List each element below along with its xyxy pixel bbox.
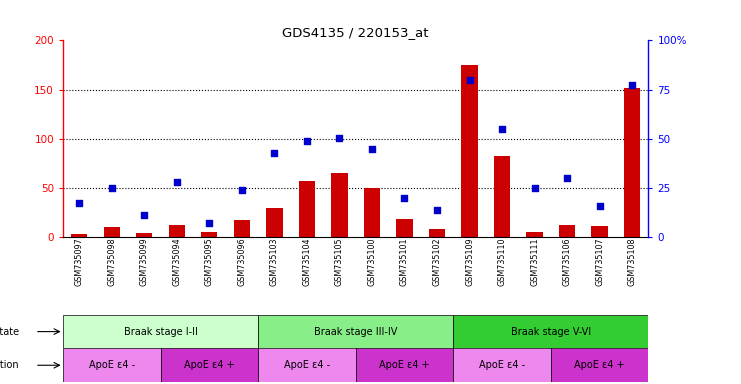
Text: ApoE ε4 +: ApoE ε4 + (574, 360, 625, 370)
Text: GSM735099: GSM735099 (140, 237, 149, 286)
Text: GSM735101: GSM735101 (400, 237, 409, 286)
Text: genotype/variation: genotype/variation (0, 360, 19, 370)
Point (301, 137, 313, 144)
Text: ApoE ε4 +: ApoE ε4 + (184, 360, 235, 370)
Bar (104, 227, 120, 237)
Point (626, 81, 638, 88)
Text: GSM735107: GSM735107 (595, 237, 604, 286)
Point (171, 179, 183, 185)
Bar (233, 220, 250, 237)
Bar (559, 225, 575, 237)
Text: GSM735102: GSM735102 (433, 237, 442, 286)
Point (73, 200, 85, 206)
Point (203, 220, 215, 227)
Text: GSM735110: GSM735110 (497, 237, 507, 286)
Text: GSM735105: GSM735105 (335, 237, 344, 286)
Point (268, 151, 280, 157)
Bar (551, 348, 648, 382)
Point (431, 207, 443, 213)
Bar (364, 188, 380, 237)
Text: GSM735095: GSM735095 (205, 237, 214, 286)
Point (236, 187, 247, 193)
Text: GSM735098: GSM735098 (107, 237, 116, 286)
Point (139, 212, 150, 218)
Point (464, 76, 476, 83)
Title: GDS4135 / 220153_at: GDS4135 / 220153_at (282, 26, 429, 39)
Bar (258, 348, 356, 382)
Bar (202, 232, 217, 237)
Text: GSM735104: GSM735104 (302, 237, 311, 286)
Point (333, 135, 345, 141)
Text: GSM735103: GSM735103 (270, 237, 279, 286)
Bar (299, 181, 315, 237)
Text: ApoE ε4 +: ApoE ε4 + (379, 360, 430, 370)
Bar (453, 348, 551, 382)
Text: Braak stage I-II: Braak stage I-II (124, 327, 198, 337)
Point (366, 146, 378, 152)
Bar (331, 173, 348, 237)
Bar (396, 219, 413, 237)
Text: GSM735096: GSM735096 (237, 237, 246, 286)
Bar (429, 229, 445, 237)
Text: disease state: disease state (0, 327, 19, 337)
Point (106, 185, 118, 191)
Point (594, 202, 605, 209)
Point (399, 195, 411, 201)
Bar (71, 234, 87, 237)
Bar (494, 156, 510, 237)
Point (561, 175, 573, 181)
Text: Braak stage III-IV: Braak stage III-IV (314, 327, 397, 337)
Text: GSM735094: GSM735094 (173, 237, 182, 286)
Bar (63, 315, 258, 348)
Text: ApoE ε4 -: ApoE ε4 - (479, 360, 525, 370)
Text: GSM735111: GSM735111 (530, 237, 539, 286)
Bar (453, 315, 648, 348)
Bar (258, 315, 453, 348)
Bar (624, 88, 640, 237)
Bar (266, 208, 282, 237)
Bar (136, 233, 153, 237)
Bar (161, 348, 258, 382)
Bar (591, 226, 608, 237)
Text: GSM735109: GSM735109 (465, 237, 474, 286)
Point (496, 126, 508, 132)
Bar (63, 348, 161, 382)
Text: ApoE ε4 -: ApoE ε4 - (89, 360, 135, 370)
Bar (356, 348, 453, 382)
Bar (462, 65, 478, 237)
Point (528, 185, 540, 191)
Text: GSM735097: GSM735097 (75, 237, 84, 286)
Text: GSM735108: GSM735108 (628, 237, 637, 286)
Text: Braak stage V-VI: Braak stage V-VI (511, 327, 591, 337)
Bar (526, 232, 542, 237)
Bar (169, 225, 185, 237)
Text: GSM735106: GSM735106 (562, 237, 571, 286)
Text: GSM735100: GSM735100 (368, 237, 376, 286)
Text: ApoE ε4 -: ApoE ε4 - (284, 360, 330, 370)
